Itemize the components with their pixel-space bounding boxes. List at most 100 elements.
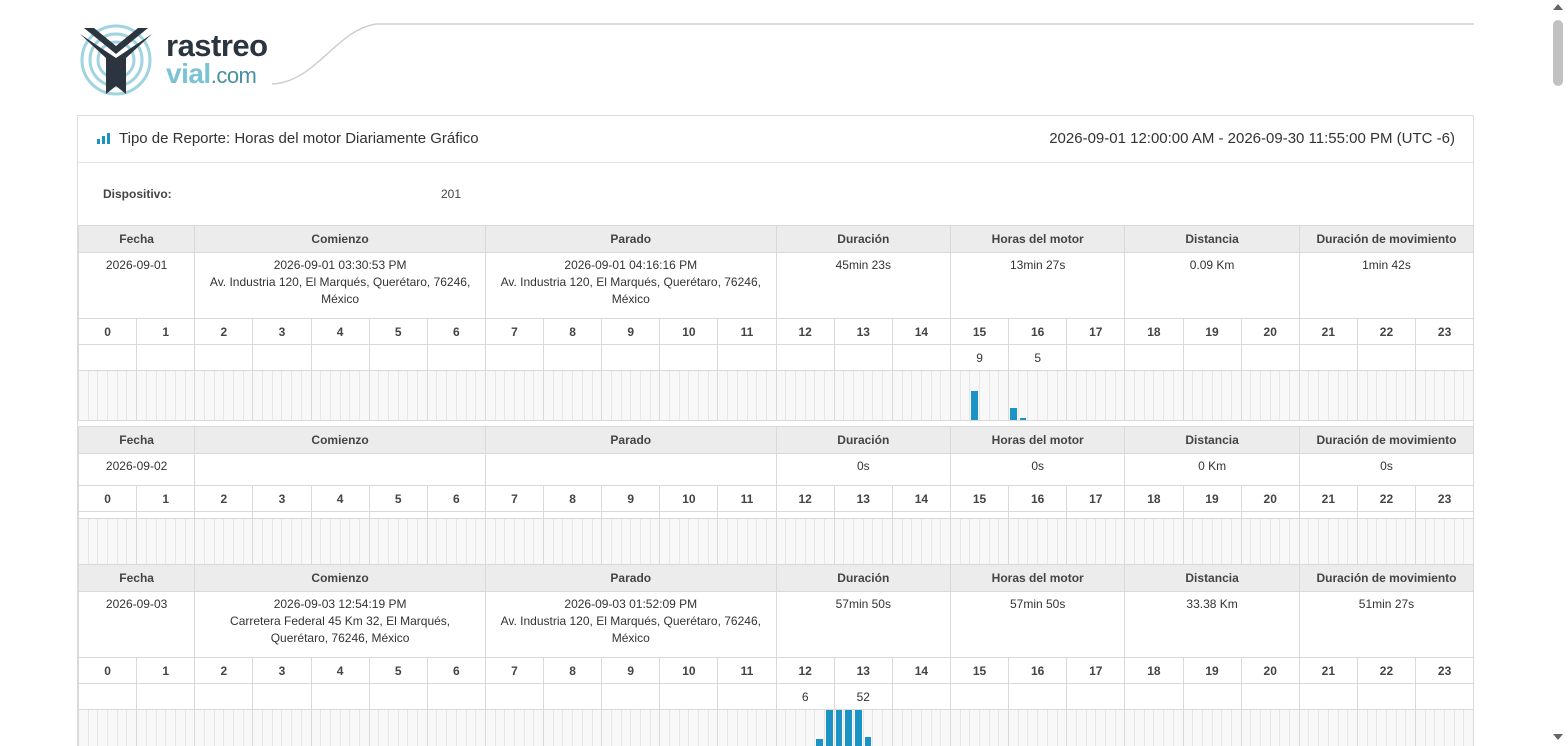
duracion-cell: 45min 23s (775, 252, 951, 319)
engine-bar (971, 391, 979, 420)
fecha-cell: 2026-09-01 (77, 252, 196, 319)
hour-bar-cell (252, 370, 312, 421)
hour-header: 5 (368, 485, 428, 512)
hour-value (949, 683, 1010, 710)
hour-value (1182, 344, 1242, 371)
duracion-cell: 57min 50s (775, 591, 951, 658)
comienzo-time: 2026-09-01 03:30:53 PM (273, 258, 407, 272)
hour-bar-cell (1298, 518, 1358, 569)
scrollbar[interactable] (1548, 0, 1568, 746)
hour-value (1298, 344, 1358, 371)
hour-header: 4 (310, 318, 370, 345)
parado-time: 2026-09-03 01:52:09 PM (564, 597, 698, 611)
scroll-down-icon[interactable] (1553, 734, 1563, 740)
fecha-cell: 2026-09-03 (77, 591, 196, 658)
hour-header: 23 (1415, 657, 1475, 684)
hour-value (659, 683, 719, 710)
column-header: Duración de movimiento (1298, 426, 1475, 454)
hour-value (426, 511, 486, 519)
hour-value (1124, 511, 1184, 519)
hour-bar-cell (1008, 370, 1068, 421)
device-value: 201 (441, 187, 462, 201)
hour-value (775, 344, 835, 371)
hour-bar-cell (1124, 370, 1184, 421)
hour-value (310, 683, 370, 710)
duracion-mov-cell: 1min 42s (1298, 252, 1475, 319)
hour-value (1008, 511, 1068, 519)
hour-header: 12 (775, 318, 835, 345)
engine-bar (1019, 418, 1027, 420)
parado-address: Av. Industria 120, El Marqués, Querétaro… (500, 275, 761, 306)
hour-bar-cell (543, 370, 603, 421)
hour-bar-cell (368, 370, 428, 421)
hour-header: 15 (949, 318, 1010, 345)
hour-header: 1 (136, 318, 196, 345)
hour-header: 3 (252, 657, 312, 684)
hour-value (136, 344, 196, 371)
hour-value: 5 (1008, 344, 1068, 371)
hour-header: 11 (717, 657, 777, 684)
hour-header: 0 (77, 318, 138, 345)
comienzo-cell: 2026-09-01 03:30:53 PM Av. Industria 120,… (194, 252, 486, 319)
hour-value (1298, 683, 1358, 710)
logo-text-domain: vial.com (166, 58, 257, 90)
duracion-cell: 0s (775, 453, 951, 486)
hour-value (833, 344, 893, 371)
hour-header: 15 (949, 485, 1010, 512)
scroll-up-icon[interactable] (1553, 4, 1563, 10)
comienzo-cell (194, 453, 486, 486)
hour-header: 1 (136, 485, 196, 512)
hour-value (775, 511, 835, 519)
hour-bar-cell (1066, 709, 1126, 746)
hour-value (1066, 511, 1126, 519)
hour-bar-cell (659, 370, 719, 421)
hour-header: 0 (77, 657, 138, 684)
hour-header: 23 (1415, 485, 1475, 512)
comienzo-time: 2026-09-03 12:54:19 PM (273, 597, 407, 611)
engine-bar (826, 710, 833, 746)
hour-bar-cell (775, 370, 835, 421)
hour-bar-cell (368, 518, 428, 569)
column-header: Parado (484, 225, 777, 253)
hour-value (717, 683, 777, 710)
day-table: Fecha Comienzo Parado Duración Horas del mot… (77, 426, 1475, 569)
hour-header: 12 (775, 485, 835, 512)
hour-bar-cell (1415, 370, 1475, 421)
hour-value (252, 683, 312, 710)
hour-bar-cell (717, 518, 777, 569)
hour-header: 20 (1240, 485, 1300, 512)
hour-value (1066, 344, 1126, 371)
hour-bar-cell (1240, 709, 1300, 746)
hour-value (717, 511, 777, 519)
parado-address: Av. Industria 120, El Marqués, Querétaro… (500, 614, 761, 645)
hour-bar-cell (252, 709, 312, 746)
report-title: Tipo de Reporte: Horas del motor Diariam… (119, 130, 479, 147)
duracion-mov-cell: 0s (1298, 453, 1475, 486)
column-header: Duración de movimiento (1298, 225, 1475, 253)
hour-header: 8 (543, 657, 603, 684)
hour-value (77, 511, 138, 519)
day-table: Fecha Comienzo Parado Duración Horas del mot… (77, 225, 1475, 421)
hour-header: 21 (1298, 657, 1358, 684)
hour-header: 8 (543, 485, 603, 512)
hour-bar-cell (891, 709, 951, 746)
hour-header: 4 (310, 657, 370, 684)
hour-bar-cell (77, 709, 138, 746)
hour-value (543, 683, 603, 710)
column-header: Distancia (1124, 225, 1300, 253)
hour-bar-cell (194, 370, 254, 421)
hour-value (1182, 511, 1242, 519)
hour-bar-cell (310, 518, 370, 569)
scroll-thumb[interactable] (1553, 20, 1563, 86)
hour-header: 0 (77, 485, 138, 512)
hour-header: 17 (1066, 318, 1126, 345)
hour-bar-cell (1008, 709, 1068, 746)
hour-header: 17 (1066, 485, 1126, 512)
hour-header: 10 (659, 485, 719, 512)
hour-value: 52 (833, 683, 893, 710)
column-header: Duración (775, 426, 951, 454)
distancia-cell: 0.09 Km (1124, 252, 1300, 319)
column-header: Comienzo (194, 225, 486, 253)
hour-header: 2 (194, 657, 254, 684)
hour-value (1240, 683, 1300, 710)
